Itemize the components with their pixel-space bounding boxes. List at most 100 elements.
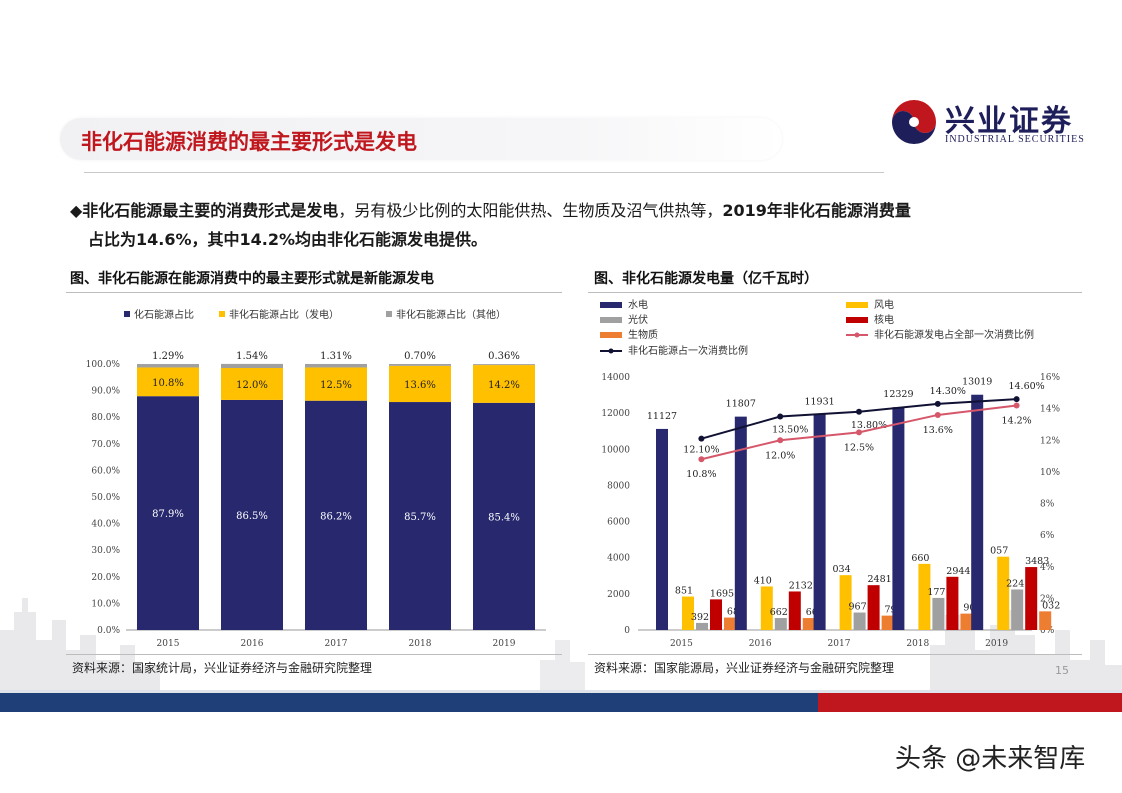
legend-swatch-2 [219, 311, 225, 317]
data-label: 85.7% [404, 512, 436, 523]
line-marker-2 [698, 456, 705, 463]
y-tick-label: 40.0% [91, 520, 120, 530]
line-marker-2 [1013, 402, 1020, 409]
footer-color-band [0, 690, 1122, 712]
y-tick-label: 8000 [607, 481, 630, 491]
bar-4 [867, 585, 880, 630]
bar-data-label: 660 [911, 553, 929, 564]
y2-tick-label: 14% [1040, 405, 1060, 415]
bar-data-label: 3483 [1025, 556, 1049, 567]
bar-data-label: 177 [927, 587, 945, 598]
line-data-label: 12.10% [683, 445, 719, 456]
bar-segment-2 [305, 367, 367, 401]
y-tick-label: 50.0% [91, 493, 120, 503]
bar-data-label: 2132 [789, 580, 813, 591]
bar-1 [892, 407, 905, 630]
bar-3 [1011, 589, 1024, 630]
bar-5 [881, 615, 894, 630]
y2-tick-label: 16% [1040, 373, 1060, 383]
bar-3 [696, 622, 708, 630]
data-label: 14.2% [488, 380, 520, 391]
data-label: 0.70% [404, 351, 436, 362]
bar-5 [802, 618, 815, 630]
y-tick-label: 70.0% [91, 440, 120, 450]
data-label: 10.8% [152, 378, 184, 389]
y2-tick-label: 0% [1040, 626, 1055, 636]
bar-segment-2 [221, 367, 283, 400]
bar-segment-3 [221, 363, 283, 368]
x-tick-label: 2017 [325, 639, 348, 649]
bar-data-label: 662 [770, 607, 788, 618]
bar-data-label: 392 [691, 612, 709, 623]
right-chart-source: 资料来源：国家能源局，兴业证券经济与金融研究院整理 [594, 661, 895, 675]
bar-2 [997, 556, 1010, 630]
data-label: 1.54% [236, 351, 268, 362]
line-marker-2 [934, 411, 941, 418]
legend-swatch-1 [600, 302, 622, 308]
bar-4 [710, 599, 722, 630]
legend-swatch-3 [386, 311, 392, 317]
page-title: 非化石能源消费的最主要形式是发电 [81, 130, 417, 154]
industrial-securities-logo [892, 100, 936, 144]
right-chart-title-rule [588, 292, 1082, 293]
bar-segment-2 [137, 367, 199, 397]
bar-segment-3 [473, 364, 535, 366]
y-tick-label: 60.0% [91, 466, 120, 476]
legend-label-4: 核电 [874, 313, 894, 326]
y2-tick-label: 10% [1040, 468, 1060, 478]
left-chart-source: 资料来源：国家统计局，兴业证券经济与金融研究院整理 [72, 661, 373, 675]
bar-data-label: 1695 [710, 588, 734, 599]
x-tick-label: 2019 [985, 639, 1008, 649]
left-chart-source-rule [66, 654, 562, 655]
data-label: 85.4% [488, 512, 520, 523]
page-number: 15 [1055, 664, 1069, 677]
y-tick-label: 0 [624, 626, 630, 636]
bullet-line-1: ◆非化石能源最主要的消费形式是发电，另有极少比例的太阳能供热、生物质及沼气供热等… [70, 197, 911, 221]
y-tick-label: 12000 [601, 409, 630, 419]
legend-swatch-1 [124, 311, 130, 317]
bar-segment-1 [473, 402, 535, 630]
data-label: 86.2% [320, 511, 352, 522]
bullet-text-1: ，另有极少比例的太阳能供热、生物质及沼气供热等， [338, 201, 723, 220]
line-data-label: 13.6% [923, 425, 953, 436]
data-label: 1.31% [320, 351, 352, 362]
page-title-bar [60, 118, 782, 160]
data-label: 1.29% [152, 351, 184, 362]
legend-label-3: 光伏 [628, 313, 648, 326]
bar-data-label: 12329 [883, 389, 913, 400]
legend-label-2: 风电 [874, 298, 894, 311]
bar-1 [813, 414, 826, 630]
data-label: 13.6% [404, 380, 436, 391]
bar-4 [946, 576, 959, 630]
stacked-share-chart: 化石能源占比 非化石能源占比（发电） 非化石能源占比（其他） 0.0% 10.0% 20.… [86, 308, 546, 649]
bullet-line-2: 占比为14.6%，其中14.2%均由非化石能源发电提供。 [88, 226, 487, 250]
y2-tick-label: 12% [1040, 436, 1060, 446]
bar-data-label: 13019 [962, 377, 992, 388]
bar-segment-3 [389, 364, 451, 366]
watermark-text: 头条 @未来智库 [895, 744, 1086, 774]
bar-segment-1 [221, 399, 283, 630]
line-marker-1 [698, 435, 705, 442]
y-tick-label: 30.0% [91, 546, 120, 556]
x-tick-label: 2015 [157, 639, 180, 649]
bar-data-label: 057 [990, 546, 1008, 557]
bar-5 [1039, 611, 1052, 630]
x-tick-label: 2016 [749, 639, 772, 649]
legend-label-1: 水电 [628, 298, 648, 311]
y-tick-label: 0.0% [97, 626, 120, 636]
bar-3 [774, 618, 787, 630]
line-marker-1 [777, 413, 784, 420]
line-marker-1 [934, 400, 941, 407]
x-tick-label: 2015 [670, 639, 693, 649]
bar-segment-3 [305, 363, 367, 368]
bar-data-label: 11127 [647, 411, 677, 422]
bar-5 [960, 613, 973, 630]
legend-label-1: 化石能源占比 [134, 308, 194, 321]
y-tick-label: 10.0% [91, 599, 120, 609]
legend-label-2: 非化石能源占比（发电） [229, 308, 339, 321]
legend-line-label-1: 非化石能源占一次消费比例 [628, 344, 748, 357]
bar-segment-1 [137, 396, 199, 630]
bar-data-label: 851 [675, 586, 693, 597]
data-label: 86.5% [236, 511, 268, 522]
